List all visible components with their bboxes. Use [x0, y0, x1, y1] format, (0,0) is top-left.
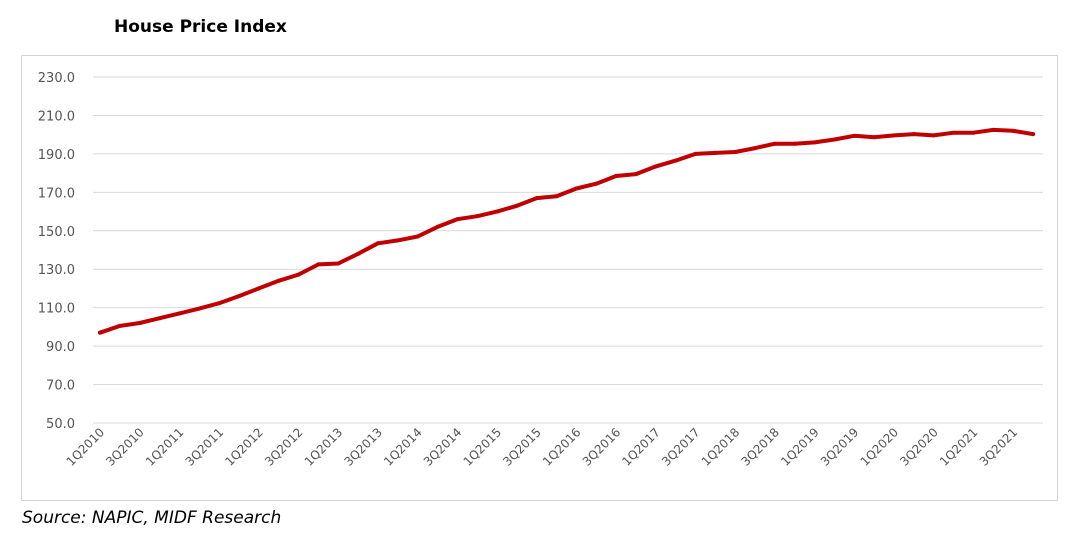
data-point-3Q2019 — [852, 133, 857, 138]
data-point-4Q2010 — [157, 316, 162, 321]
x-tick-label: 1Q2011 — [143, 425, 187, 469]
x-tick-label: 1Q2017 — [619, 425, 663, 469]
y-tick-label: 170.0 — [38, 186, 75, 201]
data-point-4Q2019 — [872, 135, 877, 140]
data-point-3Q2021 — [1011, 128, 1016, 133]
x-tick-label: 3Q2010 — [103, 425, 147, 469]
source-note: Source: NAPIC, MIDF Research — [22, 508, 282, 528]
data-point-2Q2012 — [276, 278, 281, 283]
data-point-3Q2017 — [693, 151, 698, 156]
data-point-1Q2012 — [256, 286, 261, 291]
x-tick-label: 1Q2012 — [222, 425, 266, 469]
x-tick-label: 1Q2021 — [937, 425, 981, 469]
data-point-2Q2011 — [197, 306, 202, 311]
y-tick-label: 90.0 — [46, 340, 75, 355]
data-point-1Q2015 — [495, 209, 500, 214]
x-tick-label: 1Q2013 — [302, 425, 346, 469]
y-tick-label: 110.0 — [38, 302, 75, 317]
data-point-3Q2016 — [614, 173, 619, 178]
data-point-4Q2011 — [236, 294, 241, 299]
x-tick-label: 3Q2019 — [818, 425, 862, 469]
y-tick-label: 210.0 — [38, 109, 75, 124]
x-tick-label: 1Q2014 — [381, 425, 425, 469]
y-tick-label: 70.0 — [46, 379, 75, 394]
x-tick-label: 1Q2015 — [461, 425, 505, 469]
series-line-house-price-index — [98, 127, 1035, 335]
data-point-2Q2010 — [117, 323, 122, 328]
data-point-4Q2021 — [1031, 132, 1035, 137]
data-point-3Q2012 — [296, 272, 301, 277]
y-tick-label: 130.0 — [38, 263, 75, 278]
y-tick-label: 230.0 — [38, 71, 75, 86]
x-tick-label: 3Q2016 — [580, 425, 624, 469]
data-point-2Q2016 — [594, 181, 599, 186]
data-point-2Q2018 — [753, 146, 758, 151]
data-point-2Q2015 — [514, 203, 519, 208]
data-point-3Q2013 — [375, 241, 380, 246]
data-point-1Q2018 — [733, 149, 738, 154]
data-point-4Q2013 — [395, 238, 400, 243]
data-point-2Q2017 — [673, 158, 678, 163]
data-point-1Q2019 — [812, 140, 817, 145]
x-tick-label: 3Q2018 — [738, 425, 782, 469]
x-tick-label: 3Q2014 — [421, 425, 465, 469]
chart-frame — [21, 55, 1058, 501]
data-point-1Q2021 — [971, 130, 976, 135]
data-point-3Q2015 — [534, 196, 539, 201]
data-point-4Q2012 — [316, 262, 321, 267]
data-point-1Q2013 — [336, 261, 341, 266]
x-tick-label: 1Q2020 — [858, 425, 902, 469]
data-point-1Q2017 — [653, 164, 658, 169]
data-point-2Q2021 — [991, 127, 996, 132]
data-point-4Q2016 — [633, 172, 638, 177]
data-point-2Q2020 — [911, 132, 916, 137]
x-axis-ticks: 1Q20103Q20101Q20113Q20111Q20123Q20121Q20… — [64, 425, 1021, 469]
x-tick-label: 3Q2021 — [977, 425, 1021, 469]
x-tick-label: 3Q2017 — [659, 425, 703, 469]
data-point-1Q2016 — [574, 186, 579, 191]
grid-lines — [93, 76, 1043, 424]
data-point-2Q2019 — [832, 137, 837, 142]
data-point-4Q2015 — [554, 194, 559, 199]
x-tick-label: 3Q2012 — [262, 425, 306, 469]
x-tick-label: 3Q2011 — [183, 425, 227, 469]
x-tick-label: 1Q2019 — [778, 425, 822, 469]
data-point-1Q2010 — [98, 330, 102, 335]
x-tick-label: 1Q2016 — [540, 425, 584, 469]
data-point-2Q2014 — [435, 224, 440, 229]
x-tick-label: 3Q2013 — [341, 425, 385, 469]
x-tick-label: 3Q2020 — [897, 425, 941, 469]
data-point-3Q2020 — [931, 133, 936, 138]
series-layer — [98, 127, 1035, 335]
y-axis-ticks: 50.0 70.0 90.0 110.0 130.0 150.0 170.0 190.0 210… — [38, 71, 75, 432]
data-point-1Q2020 — [892, 133, 897, 138]
y-tick-label: 50.0 — [46, 417, 75, 432]
data-point-3Q2011 — [217, 301, 222, 306]
data-point-4Q2014 — [475, 214, 480, 219]
data-point-4Q2017 — [713, 150, 718, 155]
data-point-4Q2018 — [792, 141, 797, 146]
data-point-1Q2014 — [415, 234, 420, 239]
data-point-2Q2013 — [356, 251, 361, 256]
y-tick-label: 190.0 — [38, 148, 75, 163]
y-tick-label: 150.0 — [38, 225, 75, 240]
x-tick-label: 3Q2015 — [500, 425, 544, 469]
data-point-3Q2014 — [455, 217, 460, 222]
data-point-3Q2010 — [137, 321, 142, 326]
x-tick-label: 1Q2018 — [699, 425, 743, 469]
data-point-3Q2018 — [772, 141, 777, 146]
data-point-1Q2011 — [177, 311, 182, 316]
data-point-4Q2020 — [951, 130, 956, 135]
chart-title: House Price Index — [114, 17, 287, 37]
